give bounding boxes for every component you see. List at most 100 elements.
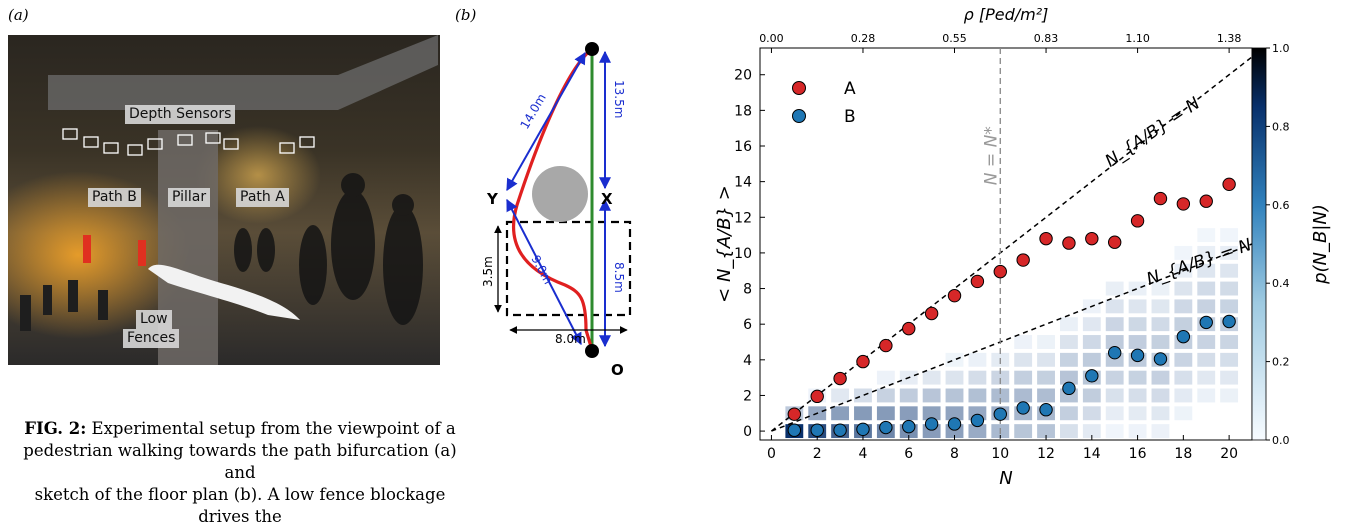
- heatmap-cell: [831, 406, 850, 421]
- colorbar-tick-label: 0.6: [1272, 199, 1290, 212]
- heatmap-cell: [1151, 388, 1170, 403]
- heatmap-cell: [1151, 424, 1170, 439]
- y-tick-label: 12: [734, 210, 752, 226]
- heatmap-cell: [1105, 388, 1124, 403]
- heatmap-cell: [1128, 424, 1147, 439]
- heatmap-cell: [1174, 352, 1193, 367]
- heatmap-cell: [1105, 370, 1124, 385]
- heatmap-cell: [1220, 352, 1239, 367]
- heatmap-cell: [1220, 228, 1239, 243]
- heatmap-cell: [1151, 281, 1170, 296]
- heatmap-cell: [968, 388, 987, 403]
- heatmap-cell: [1151, 370, 1170, 385]
- data-point-b: [1062, 381, 1076, 396]
- data-point-a: [879, 338, 893, 353]
- heatmap-cell: [1220, 370, 1239, 385]
- data-point-a: [787, 407, 802, 421]
- heatmap-cell: [899, 406, 918, 421]
- legend-label-b: B: [844, 107, 856, 127]
- data-point-a: [1130, 214, 1145, 228]
- reference-line-label: N_{A/B} = N: [1102, 93, 1204, 171]
- heatmap-cell: [922, 406, 941, 421]
- node-o-label: O: [611, 361, 624, 379]
- colorbar-tick-label: 1.0: [1272, 42, 1290, 55]
- node-x-label: X: [601, 190, 613, 208]
- heatmap-cell: [922, 388, 941, 403]
- label-depth-sensors: Depth Sensors: [125, 105, 236, 124]
- data-point-a: [924, 306, 939, 321]
- heatmap-cell: [1060, 406, 1078, 421]
- heatmap-cell: [1082, 424, 1101, 439]
- y-axis-label: < N_{A/B} >: [714, 185, 735, 303]
- dim-8m: 8.0m: [555, 332, 586, 346]
- heatmap-cell: [876, 388, 895, 403]
- top-tick-label: 1.10: [1125, 32, 1150, 45]
- heatmap-cell: [1105, 299, 1124, 314]
- data-point-a: [1062, 236, 1076, 250]
- y-tick-label: 16: [734, 139, 752, 155]
- data-point-a: [1199, 194, 1213, 208]
- heatmap-cell: [1082, 335, 1101, 349]
- heatmap-cell: [1037, 424, 1055, 439]
- heatmap-cell: [1037, 370, 1055, 385]
- data-point-a: [993, 264, 1007, 279]
- top-tick-label: 0.83: [1034, 32, 1059, 45]
- data-point-a: [1153, 191, 1168, 206]
- heatmap-cell: [1037, 388, 1055, 403]
- x-tick-label: 10: [991, 446, 1009, 462]
- y-tick-label: 18: [734, 103, 752, 119]
- data-point-b: [810, 423, 824, 437]
- data-point-b: [1199, 315, 1213, 330]
- data-point-b: [924, 417, 939, 431]
- heatmap-cell: [945, 388, 964, 403]
- data-point-b: [1130, 348, 1145, 363]
- y-tick-label: 8: [743, 282, 752, 298]
- heatmap-cell: [1060, 370, 1078, 385]
- heatmap-cell: [1082, 388, 1101, 403]
- colorbar-tick-label: 0.2: [1272, 356, 1290, 369]
- heatmap-cell: [1014, 388, 1033, 403]
- heatmap-cell: [1105, 335, 1124, 349]
- pillar-circle: [532, 166, 588, 222]
- heatmap-cell: [1037, 335, 1055, 349]
- heatmap-cell: [854, 406, 872, 421]
- heatmap-cell: [876, 406, 895, 421]
- data-point-b: [1085, 369, 1099, 383]
- colorbar: [1251, 47, 1267, 441]
- heatmap-cell: [945, 406, 964, 421]
- caption-line-1: Experimental setup from the viewpoint of…: [86, 419, 456, 438]
- x-tick-label: 4: [859, 446, 868, 462]
- data-point-b: [902, 419, 916, 434]
- x-tick-label: 16: [1129, 446, 1147, 462]
- caption-line-2: pedestrian walking towards the path bifu…: [23, 441, 457, 482]
- heatmap-cell: [876, 370, 895, 385]
- legend-label-a: A: [844, 79, 856, 99]
- heatmap-cell: [1105, 424, 1124, 439]
- heatmap-cell: [899, 388, 918, 403]
- top-tick-label: 1.38: [1217, 32, 1242, 45]
- y-tick-label: 10: [734, 246, 752, 262]
- heatmap-cell: [1014, 370, 1033, 385]
- heatmap-cell: [1174, 245, 1193, 260]
- label-path-a: Path A: [236, 188, 289, 207]
- data-point-a: [1107, 235, 1122, 249]
- top-tick-label: 0.28: [851, 32, 876, 45]
- data-point-a: [902, 321, 916, 336]
- heatmap-cell: [922, 370, 941, 385]
- heatmap-cell: [968, 370, 987, 385]
- heatmap-cell: [1197, 335, 1216, 349]
- data-point-b: [856, 422, 870, 437]
- critical-n-label: N = N*: [981, 126, 1001, 185]
- scatter-chart: 0 2 4 6 8 10 12 14 16 18 20 0 2 4 6 8 10 12 14 16 18 20 0.00 0.…: [714, 5, 1331, 487]
- dim-9m: 9.0m: [528, 253, 555, 287]
- data-point-a: [947, 288, 962, 303]
- y-tick-label: 0: [743, 424, 752, 440]
- heatmap-cell: [1220, 299, 1239, 314]
- x-axis-label: N: [999, 468, 1012, 487]
- heatmap-cell: [1220, 281, 1239, 296]
- heatmap-cell: [1220, 245, 1239, 260]
- y-tick-label: 6: [743, 317, 752, 333]
- heatmap-cell: [945, 370, 964, 385]
- heatmap-cell: [1060, 335, 1078, 349]
- panel-a-tag: (a): [8, 6, 29, 24]
